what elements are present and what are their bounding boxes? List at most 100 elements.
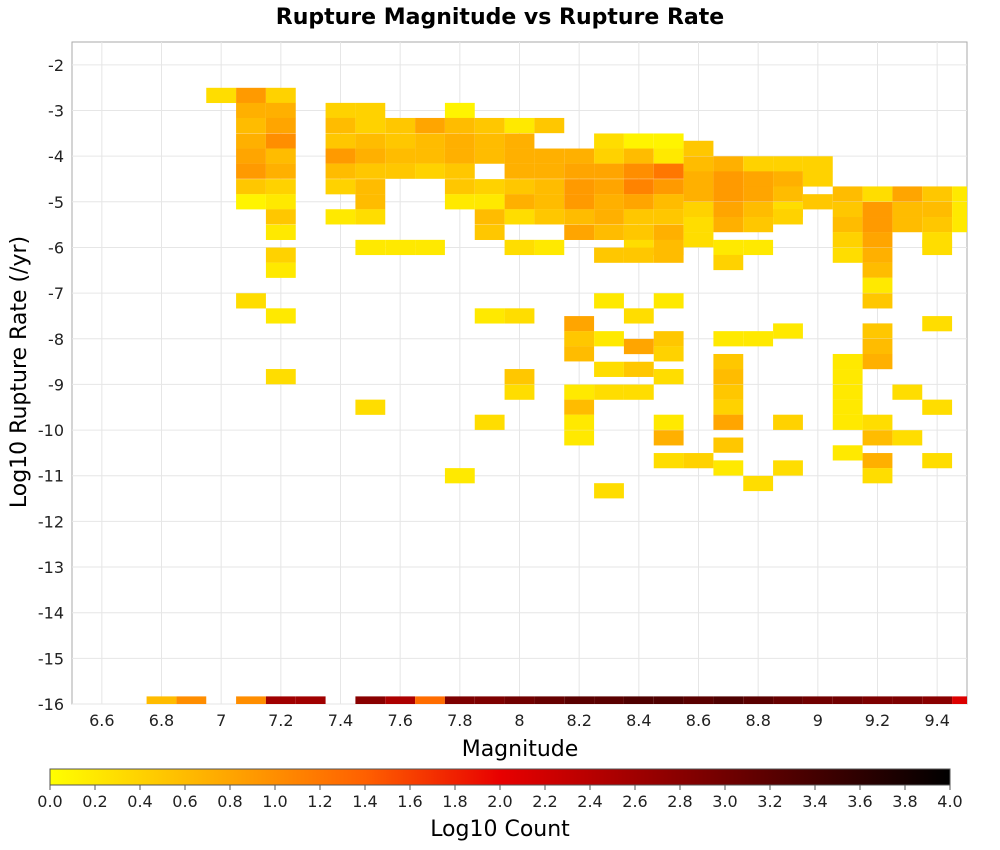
colorbar-tick-label: 3.0	[712, 792, 737, 811]
heatmap-cell	[534, 179, 565, 195]
heatmap-cell	[355, 209, 386, 225]
heatmap-cell	[623, 209, 654, 225]
heatmap-cell	[504, 163, 535, 179]
heatmap-cell	[713, 414, 744, 430]
heatmap-cell	[773, 323, 803, 339]
heatmap-cell	[265, 247, 296, 263]
heatmap-cell	[594, 194, 624, 210]
heatmap-cell	[534, 209, 565, 225]
heatmap-cell	[713, 384, 744, 400]
heatmap-cell	[265, 369, 296, 385]
heatmap-cell	[236, 293, 266, 309]
heatmap-cell	[743, 156, 774, 172]
heatmap-cell	[564, 148, 595, 164]
x-axis-label: Magnitude	[462, 737, 579, 762]
heatmap-cell	[474, 696, 505, 704]
heatmap-cell	[862, 323, 893, 339]
heatmap-cell	[594, 133, 624, 149]
heatmap-cell	[862, 232, 893, 248]
colorbar-tick-label: 0.2	[82, 792, 107, 811]
heatmap-cell	[832, 384, 863, 400]
y-tick-label: -12	[38, 512, 64, 531]
heatmap-cell	[355, 696, 386, 704]
heatmap-cell	[504, 384, 535, 400]
heatmap-cell	[355, 194, 386, 210]
heatmap-cell	[832, 201, 863, 218]
heatmap-cell	[713, 171, 744, 187]
heatmap-cell	[773, 171, 803, 187]
heatmap-cell	[265, 163, 296, 179]
heatmap-cell	[474, 308, 505, 324]
y-tick-label: -9	[48, 375, 64, 394]
heatmap-cell	[653, 414, 684, 430]
heatmap-cell	[623, 308, 654, 324]
heatmap-cell	[713, 696, 744, 704]
heatmap-cell	[623, 696, 654, 704]
heatmap-cell	[504, 696, 535, 704]
heatmap-cell	[355, 148, 386, 164]
heatmap-cell	[653, 179, 684, 195]
heatmap-cell	[385, 696, 416, 704]
colorbar-tick-label: 3.6	[847, 792, 872, 811]
heatmap-cell	[444, 468, 475, 484]
colorbar-tick-label: 2.0	[487, 792, 512, 811]
heatmap-cell	[743, 696, 774, 704]
heatmap-cells	[146, 87, 967, 704]
heatmap-cell	[922, 696, 953, 704]
heatmap-cell	[773, 186, 803, 202]
heatmap-cell	[355, 117, 386, 134]
heatmap-cell	[504, 239, 535, 256]
heatmap-cell	[773, 156, 803, 172]
heatmap-cell	[564, 163, 595, 179]
heatmap-cell	[594, 179, 624, 195]
heatmap-cell	[265, 148, 296, 164]
y-tick-label: -8	[48, 330, 64, 349]
heatmap-cell	[832, 353, 863, 370]
heatmap-cell	[415, 163, 445, 179]
y-tick-label: -6	[48, 238, 64, 257]
colorbar	[49, 768, 951, 786]
x-tick-label: 6.6	[89, 711, 114, 730]
heatmap-cell	[444, 194, 475, 210]
heatmap-cell	[862, 247, 893, 263]
heatmap-cell	[444, 163, 475, 179]
x-tick-label: 6.8	[149, 711, 174, 730]
x-tick-label: 8.6	[686, 711, 711, 730]
heatmap-cell	[534, 163, 565, 179]
heatmap-cell	[773, 696, 803, 704]
heatmap-cell	[862, 293, 893, 309]
heatmap-cell	[683, 140, 714, 156]
heatmap-cell	[236, 102, 266, 119]
chart-title: Rupture Magnitude vs Rupture Rate	[276, 5, 724, 30]
heatmap-cell	[653, 194, 684, 210]
heatmap-cell	[265, 209, 296, 225]
heatmap-cell	[325, 102, 356, 119]
heatmap-cell	[623, 194, 654, 210]
heatmap-cell	[743, 475, 774, 492]
heatmap-cell	[922, 239, 953, 256]
heatmap-cell	[265, 224, 296, 240]
heatmap-cell	[683, 201, 714, 218]
colorbar-tick-label: 1.0	[262, 792, 287, 811]
heatmap-cell	[832, 445, 863, 461]
heatmap-cell	[922, 186, 953, 202]
heatmap-cell	[355, 163, 386, 179]
heatmap-cell	[355, 102, 386, 119]
heatmap-cell	[265, 117, 296, 134]
heatmap-cell	[713, 217, 744, 233]
heatmap-cell	[146, 696, 177, 704]
y-tick-label: -3	[48, 101, 64, 120]
heatmap-cell	[504, 369, 535, 385]
heatmap-cell	[325, 117, 356, 134]
heatmap-cell	[952, 201, 967, 218]
heatmap-cell	[534, 239, 565, 256]
heatmap-cell	[534, 148, 565, 164]
heatmap-cell	[474, 148, 505, 164]
heatmap-cell	[892, 696, 923, 704]
heatmap-cell	[594, 247, 624, 263]
heatmap-cell	[832, 414, 863, 430]
heatmap-cell	[773, 460, 803, 476]
x-tick-label: 7.2	[268, 711, 293, 730]
heatmap-cell	[474, 133, 505, 149]
heatmap-cell	[713, 254, 744, 271]
